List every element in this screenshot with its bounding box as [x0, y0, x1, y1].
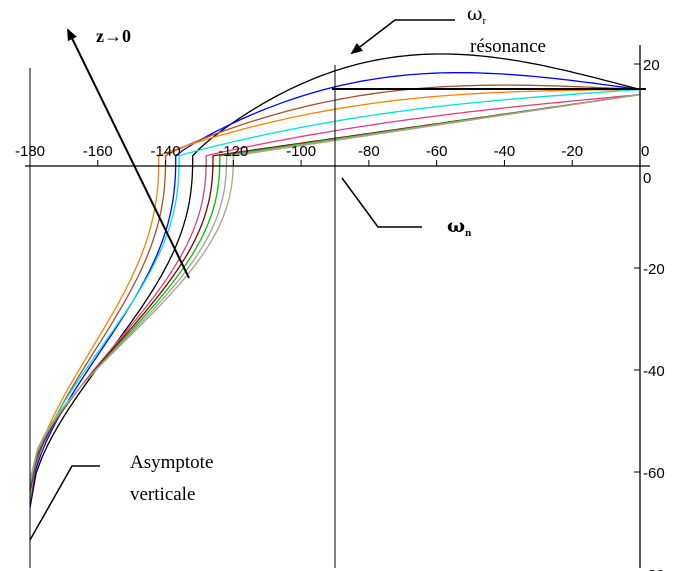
y-tick-label: -60 — [643, 465, 665, 482]
omega-r-leader — [350, 19, 455, 55]
series-line-6 — [29, 93, 641, 493]
asymptote-leader — [29, 465, 100, 541]
y-tick-label: -20 — [643, 261, 665, 278]
x-ticks: -180 -160 -140 -120 -100 -80 -60 -40 -20 0 — [15, 143, 649, 166]
z-arrow — [67, 28, 190, 279]
omega-n-leader — [341, 177, 422, 228]
series-line-4 — [29, 88, 641, 499]
series-line-3 — [29, 84, 641, 502]
series-line-10 — [29, 93, 641, 481]
curve-group — [29, 53, 641, 508]
y-tick-label: -80 — [643, 567, 665, 571]
x-tick-label: -100 — [286, 143, 316, 160]
asymptote-label-line1: Asymptote — [130, 452, 213, 473]
asymptote-label-line2: verticale — [130, 484, 195, 505]
y-ticks: 20 0 -20 -40 -60 -80 — [634, 57, 665, 571]
y-tick-label: -40 — [643, 363, 665, 380]
x-tick-label: 0 — [641, 143, 649, 160]
series-line-1 — [29, 53, 641, 508]
x-tick-label: -120 — [218, 143, 248, 160]
series-line-5 — [29, 88, 641, 496]
x-tick-label: -60 — [426, 143, 448, 160]
x-tick-label: -140 — [151, 143, 181, 160]
x-tick-label: -20 — [561, 143, 583, 160]
z-arrow-label: z→0 — [96, 26, 131, 46]
omega-r-label: ωr — [467, 3, 487, 27]
x-tick-label: -160 — [83, 143, 113, 160]
x-tick-label: -80 — [358, 143, 380, 160]
x-tick-label: -40 — [494, 143, 516, 160]
resonance-label: résonance — [470, 36, 546, 57]
y-tick-label: 0 — [643, 170, 651, 187]
y-tick-label: 20 — [643, 57, 660, 74]
omega-n-label: ωn — [447, 215, 471, 239]
